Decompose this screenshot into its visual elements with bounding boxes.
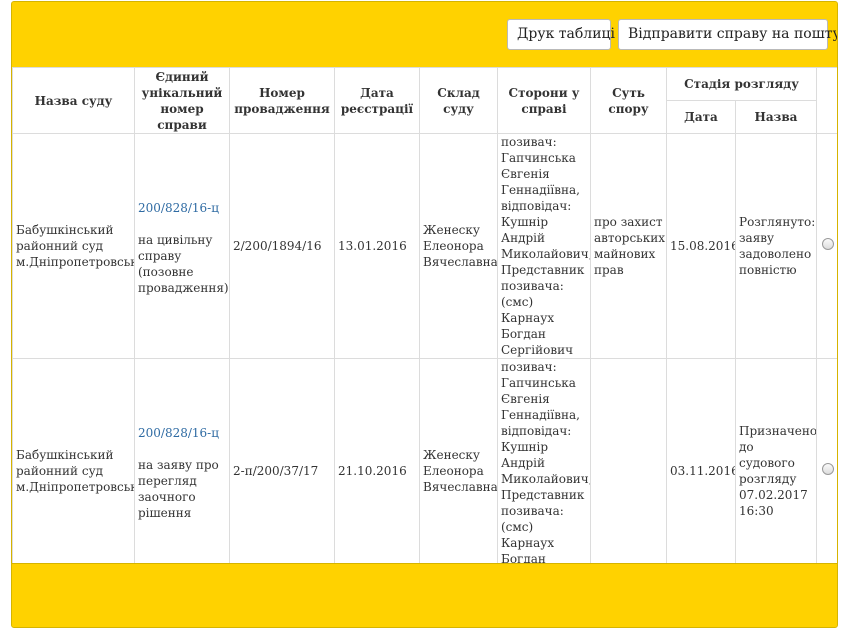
table-row: Бабушкінський районний суд м.Дніпропетро… bbox=[12, 133, 837, 359]
header-stage: Стадія розгляду bbox=[666, 67, 817, 101]
header-reg-date: Дата реєстрації bbox=[334, 67, 420, 134]
proceeding-number: 2-п/200/37/17 bbox=[229, 358, 335, 584]
panel-footer bbox=[12, 563, 837, 627]
registration-date: 13.01.2016 bbox=[334, 133, 420, 359]
stage-name: Призначено до судового розгляду 07.02.20… bbox=[735, 358, 817, 584]
court-name: Бабушкінський районний суд м.Дніпропетро… bbox=[12, 358, 135, 584]
header-select bbox=[816, 67, 837, 134]
stage-date: 03.11.2016 bbox=[666, 358, 736, 584]
toolbar: Друк таблиці Відправити справу на пошту bbox=[12, 2, 837, 67]
header-court: Назва суду bbox=[12, 67, 135, 134]
stage-date: 15.08.2016 bbox=[666, 133, 736, 359]
court-name: Бабушкінський районний суд м.Дніпропетро… bbox=[12, 133, 135, 359]
send-case-email-button[interactable]: Відправити справу на пошту bbox=[618, 19, 837, 50]
unique-number-cell: 200/828/16-ц на заяву про перегляд заочн… bbox=[134, 358, 230, 584]
parties: позивач: Гапчинська Євгенія Геннадіївна,… bbox=[497, 133, 591, 359]
case-type: на цивільну справу (позовне провадження) bbox=[138, 233, 229, 295]
dispute-subject bbox=[590, 358, 667, 584]
parties: позивач: Гапчинська Євгенія Геннадіївна,… bbox=[497, 358, 591, 584]
judges-link[interactable]: Женеску Елеонора Вячеславна bbox=[419, 358, 498, 584]
row-select-radio[interactable] bbox=[821, 238, 834, 250]
header-unique-number: Єдиний унікальний номер справи bbox=[134, 67, 230, 134]
print-table-button[interactable]: Друк таблиці bbox=[507, 19, 615, 50]
header-parties: Сторони у справі bbox=[497, 67, 591, 134]
header-judges: Склад суду bbox=[419, 67, 498, 134]
registration-date: 21.10.2016 bbox=[334, 358, 420, 584]
case-number-link[interactable]: 200/828/16-ц bbox=[138, 426, 219, 440]
row-select-radio[interactable] bbox=[821, 463, 834, 475]
select-cell bbox=[816, 358, 837, 584]
select-cell bbox=[816, 133, 837, 359]
table-row: Бабушкінський районний суд м.Дніпропетро… bbox=[12, 358, 837, 584]
header-proceeding-number: Номер провадження bbox=[229, 67, 335, 134]
header-stage-name: Назва bbox=[735, 100, 817, 134]
judges-link[interactable]: Женеску Елеонора Вячеславна bbox=[419, 133, 498, 359]
case-number-link[interactable]: 200/828/16-ц bbox=[138, 201, 219, 215]
header-stage-date: Дата bbox=[666, 100, 736, 134]
dispute-subject: про захист авторських майнових прав bbox=[590, 133, 667, 359]
unique-number-cell: 200/828/16-ц на цивільну справу (позовне… bbox=[134, 133, 230, 359]
cases-table: Назва суду Єдиний унікальний номер справ… bbox=[12, 67, 837, 584]
case-type: на заяву про перегляд заочного рішення bbox=[138, 458, 219, 520]
stage-name: Розглянуто: заяву задоволено повністю bbox=[735, 133, 817, 359]
header-subject: Суть спору bbox=[590, 67, 667, 134]
proceeding-number: 2/200/1894/16 bbox=[229, 133, 335, 359]
case-panel: Друк таблиці Відправити справу на пошту … bbox=[11, 1, 838, 628]
